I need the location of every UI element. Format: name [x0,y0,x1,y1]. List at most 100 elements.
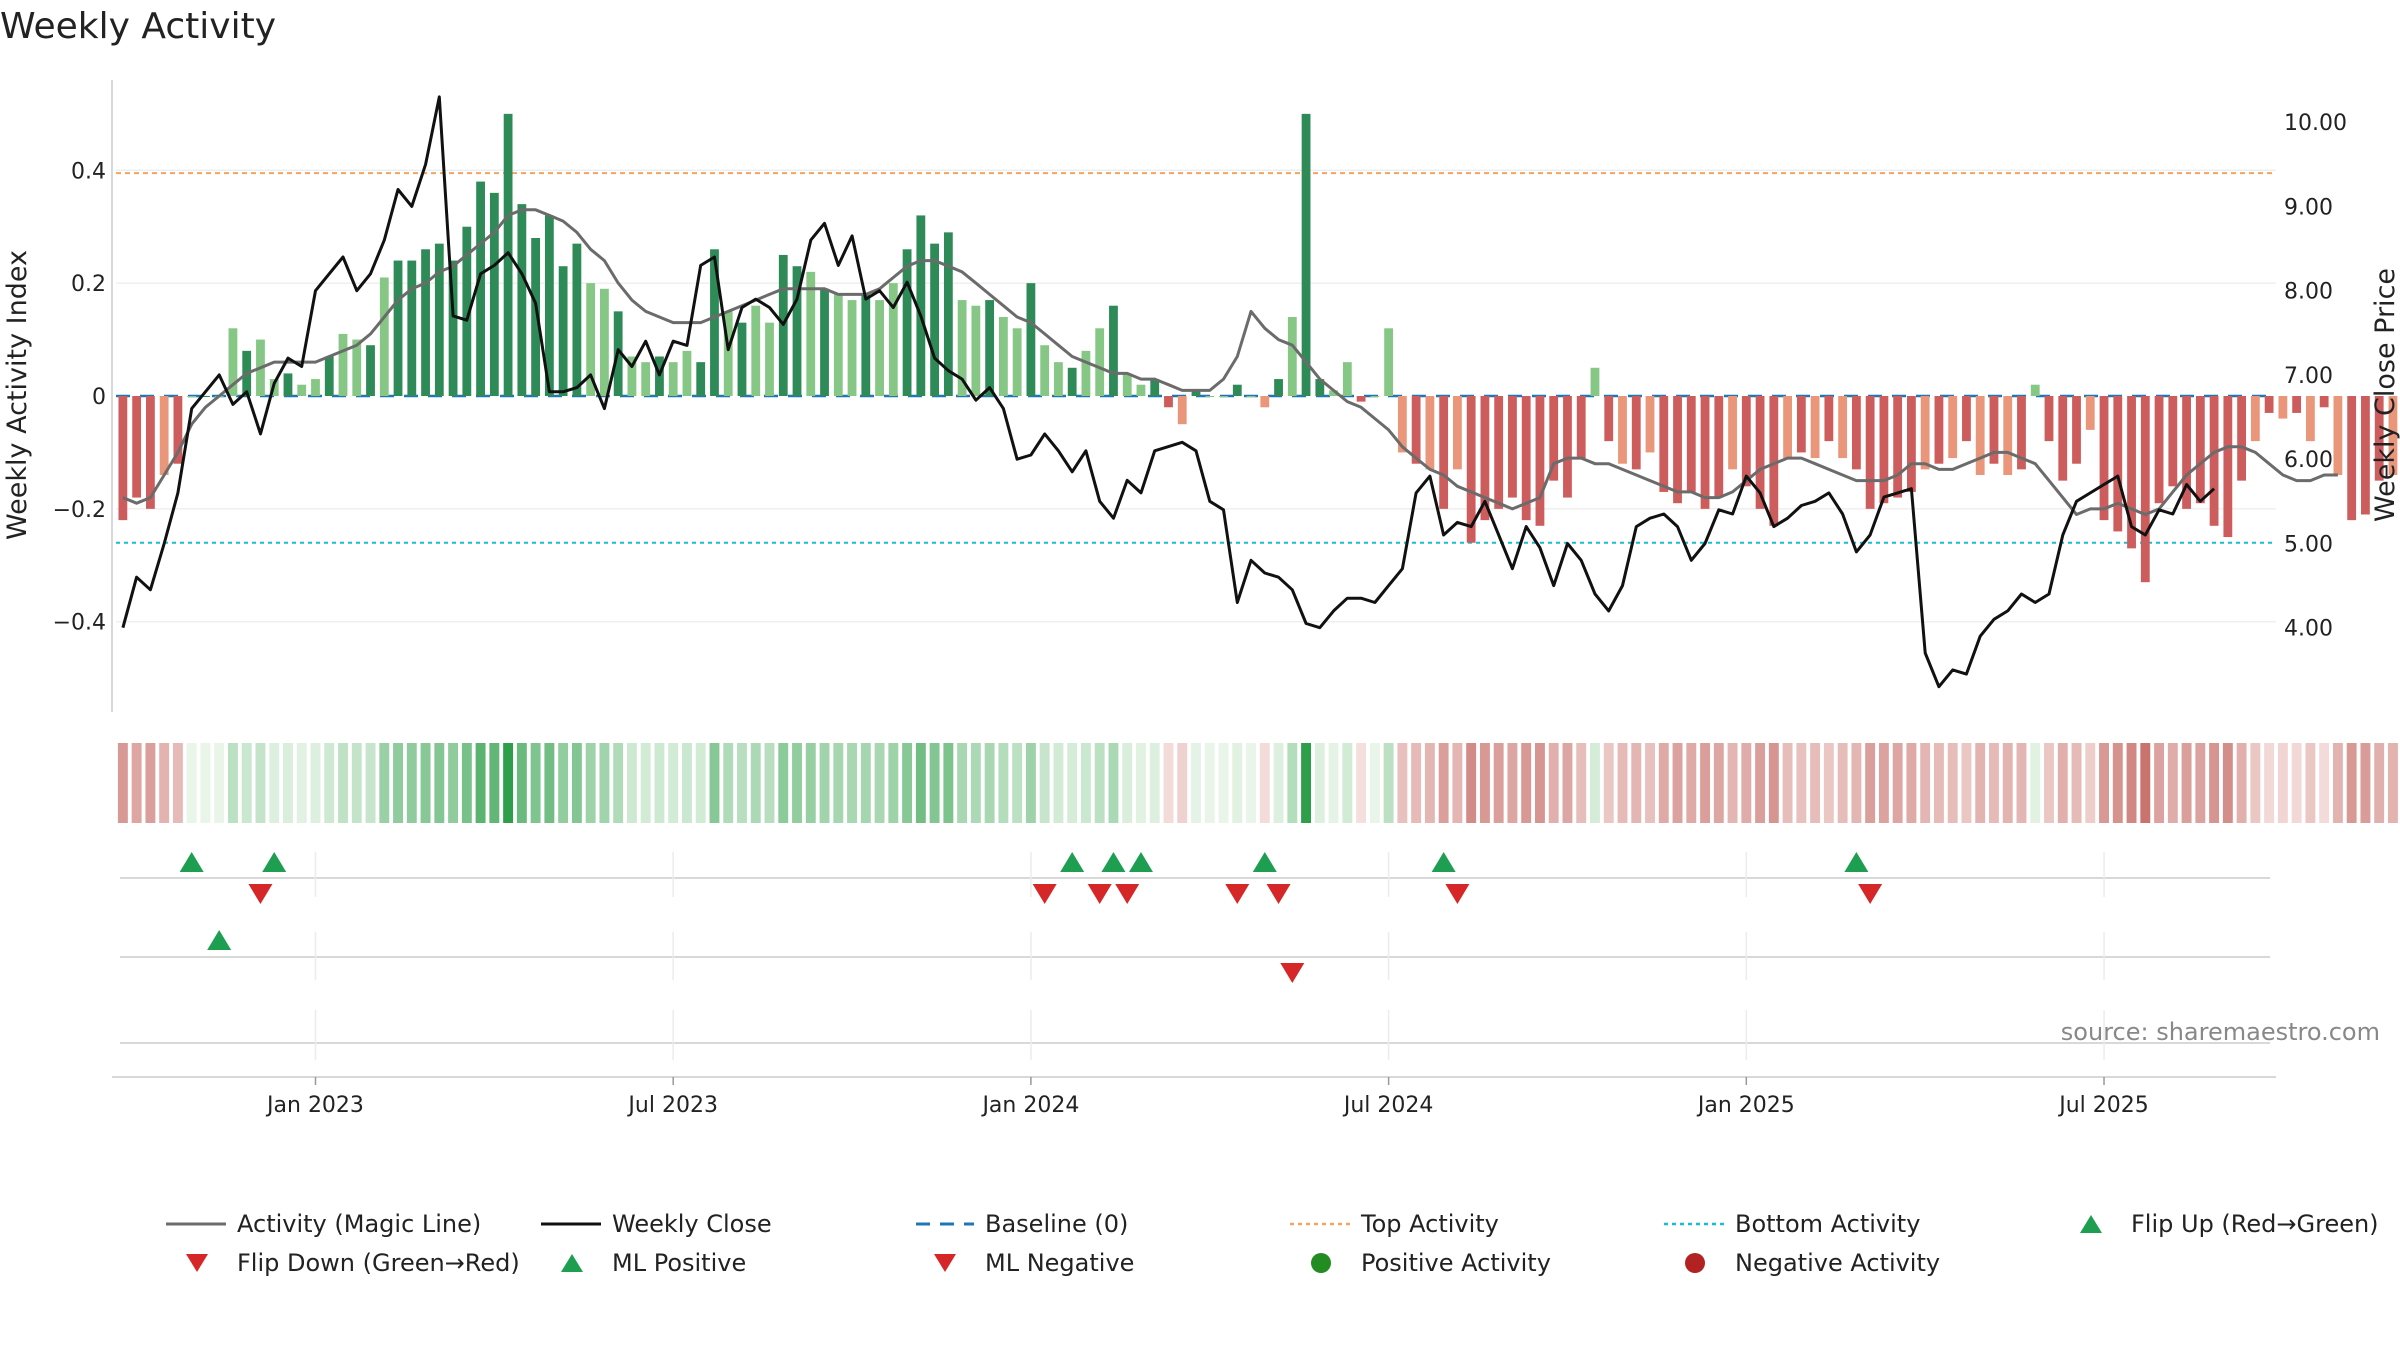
heat-cell [585,743,596,823]
y2-tick-label: 4.00 [2284,617,2333,642]
activity-bar [1728,396,1737,470]
heat-cell [1246,743,1256,823]
activity-bar [379,277,389,396]
heat-cell [2346,743,2357,823]
activity-bar [682,350,692,396]
flip-down-marker [1266,884,1291,904]
heat-cell [2057,743,2068,823]
legend-swatch [2080,1215,2102,1233]
heat-cell [351,743,362,823]
heat-cell [1700,743,1710,823]
y2-tick-label: 8.00 [2284,280,2333,305]
legend-swatch [561,1254,583,1272]
heat-cell [2236,743,2247,823]
heat-cell [709,743,720,823]
heat-cell [1273,743,1284,823]
activity-bar [1865,396,1875,509]
y-axis-title: Weekly Activity Index [2,250,33,540]
activity-bar [1122,373,1132,396]
legend-item: Negative Activity [1685,1249,1940,1277]
activity-bar [407,260,417,396]
heat-cell [1493,743,1504,823]
heat-cell [1369,743,1380,823]
flip-down-marker [1087,884,1112,904]
activity-bar [2044,396,2054,442]
activity-bar [1095,328,1105,396]
legend-label: Weekly Close [612,1210,772,1238]
activity-bar [1081,350,1091,396]
legend-item: Activity (Magic Line) [166,1210,481,1238]
heat-cell [1686,743,1697,823]
activity-bar [1301,113,1311,396]
flip-up-marker [1128,852,1153,872]
heat-cell [1177,743,1188,823]
y-tick-label: 0.4 [71,159,106,184]
heat-cell [1466,743,1477,823]
flip-up-marker [1060,852,1085,872]
heat-cell [406,743,417,823]
grid-lines [116,169,2276,623]
heat-cell [2154,743,2165,823]
heat-cell [1397,743,1408,823]
heat-cell [1012,743,1023,823]
y2-tick-label: 10.00 [2284,111,2347,136]
legend-label: Negative Activity [1735,1249,1940,1277]
activity-bar [1893,396,1903,498]
activity-bar [1645,396,1655,453]
heat-cell [1713,743,1724,823]
heat-cell [2181,743,2192,823]
heat-cell [1755,743,1766,823]
activity-bar [145,396,155,509]
activity-bar [201,396,210,397]
activity-bar [2058,396,2068,481]
activity-bar [1590,367,1600,396]
activity-bar [1920,396,1930,470]
heat-cell [1053,743,1064,823]
heat-cell [860,743,871,823]
y-tick-label: −0.2 [53,498,106,523]
heat-cell [571,743,582,823]
heat-cell [310,743,321,823]
activity-bar [1067,367,1077,396]
heat-cell [1782,743,1793,823]
heat-cell [1328,743,1339,823]
heat-cell [778,743,789,823]
activity-bar [833,294,843,396]
ml-negative-marker [1280,963,1305,983]
activity-bar [1342,362,1352,396]
activity-bar [338,333,348,396]
heat-cell [2016,743,2027,823]
activity-heat-strip [117,743,2398,823]
activity-bar [2209,396,2219,526]
activity-bar [366,345,375,396]
heat-cell [324,743,335,823]
heat-cell [613,743,624,823]
activity-bar [2347,396,2357,521]
heat-cell [475,743,486,823]
heat-cell [172,743,183,823]
activity-bar [1164,396,1173,408]
heat-cell [1136,743,1146,823]
activity-bar [2113,396,2123,532]
activity-bar [792,266,802,396]
flip-down-marker [1225,884,1250,904]
activity-bar [971,305,981,396]
heat-cell [2126,743,2137,823]
y2-tick-label: 7.00 [2284,364,2333,389]
heat-cell [1865,743,1876,823]
heat-cell [2195,743,2206,823]
heat-cell [283,743,293,823]
activity-bar [2003,396,2013,475]
heat-cell [200,743,211,823]
activity-bar [2140,396,2150,583]
activity-bar [1879,396,1889,504]
heat-cell [269,743,280,823]
series-lines [121,95,2338,689]
legend-item: ML Negative [934,1249,1134,1277]
heat-cell [117,743,128,823]
heat-cell [1989,743,1999,823]
activity-bar [1741,396,1751,487]
activity-bar [448,260,458,396]
x-tick-label: Jan 2023 [265,1093,364,1118]
heat-cell [2291,743,2302,823]
